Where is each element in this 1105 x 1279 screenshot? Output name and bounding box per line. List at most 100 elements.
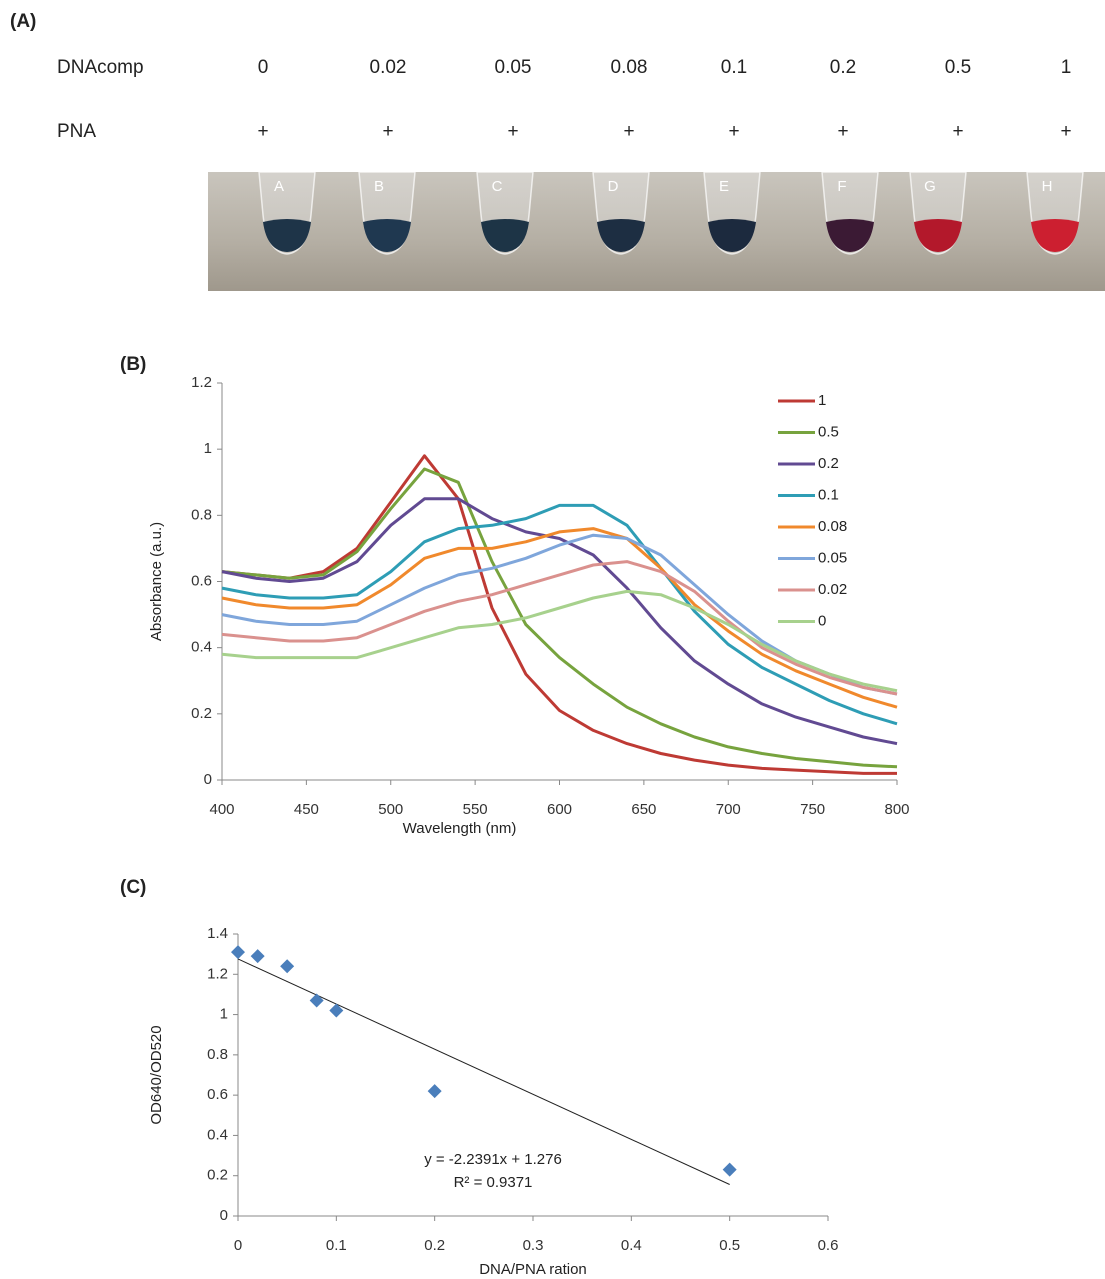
tube-letter: E (719, 178, 729, 195)
x-axis-label: Wavelength (nm) (403, 820, 517, 837)
legend-label: 0 (818, 612, 826, 629)
trendline-equation: y = -2.2391x + 1.276 (424, 1151, 562, 1168)
tube-letter: D (608, 178, 619, 195)
y-tick-label: 1 (204, 440, 212, 457)
legend-label: 1 (818, 392, 826, 409)
x-tick-label: 450 (294, 801, 319, 818)
panel-label: (B) (120, 354, 146, 375)
y-tick-label: 1.2 (191, 374, 212, 391)
column-value: 0.2 (830, 57, 856, 78)
point (309, 993, 324, 1008)
column-value: + (382, 121, 393, 142)
column-value: 0.1 (721, 57, 747, 78)
panel-label: (C) (120, 877, 146, 898)
point (329, 1003, 344, 1018)
series-line (221, 503, 898, 726)
column-value: + (728, 121, 739, 142)
x-tick-label: 650 (631, 801, 656, 818)
series-line (221, 497, 898, 746)
column-value: 0.02 (370, 57, 407, 78)
column-value: 0.08 (611, 57, 648, 78)
x-tick-label: 400 (209, 801, 234, 818)
x-tick-label: 700 (716, 801, 741, 818)
x-tick-label: 0.1 (326, 1237, 347, 1254)
x-tick-label: 500 (378, 801, 403, 818)
x-tick-label: 0.2 (424, 1237, 445, 1254)
tube-liquid (1031, 219, 1079, 252)
x-tick-label: 800 (884, 801, 909, 818)
photo (208, 172, 1105, 291)
tube-letter: H (1042, 178, 1053, 195)
legend-label: 0.5 (818, 423, 839, 440)
x-tick-label: 750 (800, 801, 825, 818)
tube-letter: A (274, 178, 284, 195)
row-label: DNAcomp (57, 57, 144, 78)
series-line (221, 560, 898, 696)
tube-liquid (914, 219, 962, 252)
tube-liquid (481, 219, 529, 252)
y-tick-label: 0 (220, 1207, 228, 1224)
column-value: 0 (258, 57, 269, 78)
x-tick-label: 550 (463, 801, 488, 818)
tube-liquid (826, 219, 874, 252)
series-line (221, 454, 897, 775)
trendline-r2: R² = 0.9371 (454, 1174, 533, 1191)
point (250, 949, 265, 964)
x-axis-label: DNA/PNA ration (479, 1261, 587, 1278)
x-tick-label: 600 (547, 801, 572, 818)
legend-label: 0.05 (818, 549, 847, 566)
tube-letter: F (837, 178, 846, 195)
y-tick-label: 0.8 (207, 1046, 228, 1063)
y-tick-label: 1.2 (207, 965, 228, 982)
y-tick-label: 1 (220, 1006, 228, 1023)
trendline (237, 958, 730, 1185)
series-line (221, 527, 898, 709)
series-line (221, 589, 898, 693)
legend-label: 0.08 (818, 518, 847, 535)
y-tick-label: 0.2 (207, 1167, 228, 1184)
column-value: + (837, 121, 848, 142)
row-label: PNA (57, 121, 96, 142)
column-value: + (623, 121, 634, 142)
legend-label: 0.1 (818, 486, 839, 503)
y-tick-label: 0.4 (207, 1126, 228, 1143)
tube-letter: B (374, 178, 384, 195)
column-value: 0.5 (945, 57, 971, 78)
tube-liquid (708, 219, 756, 252)
legend-label: 0.02 (818, 581, 847, 598)
tubes: A B C D E F G H (258, 171, 1084, 255)
point (231, 945, 245, 960)
point (722, 1162, 737, 1177)
point (427, 1084, 442, 1099)
x-tick-label: 0.6 (818, 1237, 839, 1254)
y-tick-label: 0.8 (191, 506, 212, 523)
panel-label: (A) (10, 11, 36, 32)
y-tick-label: 0.6 (207, 1086, 228, 1103)
y-tick-label: 0.6 (191, 572, 212, 589)
y-tick-label: 0.4 (191, 639, 212, 656)
y-axis-label: Absorbance (a.u.) (148, 522, 165, 641)
x-tick-label: 0.4 (621, 1237, 642, 1254)
y-tick-label: 0.2 (191, 705, 212, 722)
legend-label: 0.2 (818, 455, 839, 472)
y-tick-label: 1.4 (207, 925, 228, 942)
tube-liquid (263, 219, 311, 252)
column-value: 1 (1061, 57, 1072, 78)
tube-letter: G (924, 178, 936, 195)
x-tick-label: 0.5 (719, 1237, 740, 1254)
column-value: 0.05 (495, 57, 532, 78)
column-value: + (1060, 121, 1071, 142)
y-tick-label: 0 (204, 771, 212, 788)
series-line (221, 467, 898, 769)
point (280, 959, 295, 974)
x-tick-label: 0 (234, 1237, 242, 1254)
column-value: + (257, 121, 268, 142)
column-value: + (952, 121, 963, 142)
tube-liquid (363, 219, 411, 252)
tube-letter: C (492, 178, 503, 195)
column-value: + (507, 121, 518, 142)
x-tick-label: 0.3 (523, 1237, 544, 1254)
tube-liquid (597, 219, 645, 252)
y-axis-label: OD640/OD520 (148, 1025, 165, 1124)
